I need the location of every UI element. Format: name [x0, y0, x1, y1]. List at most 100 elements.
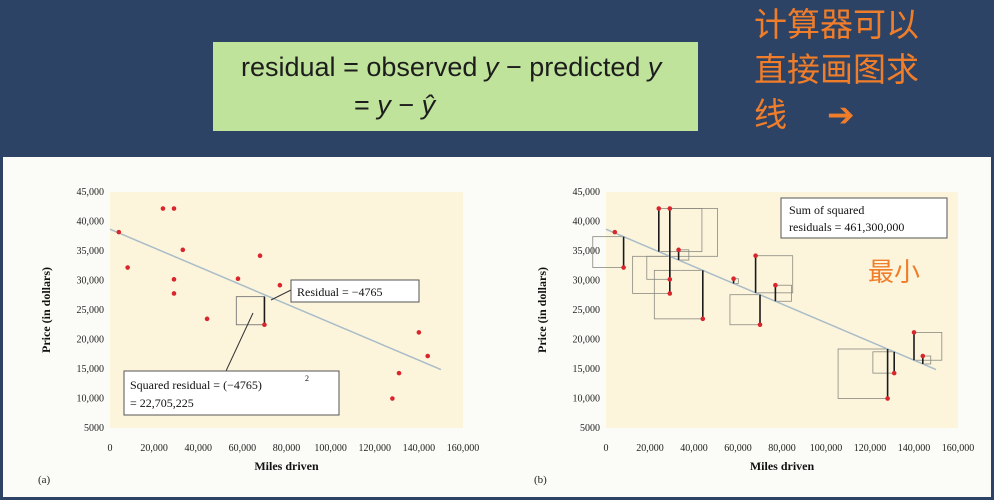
chart-b-x-tick-label: 20,000	[636, 443, 664, 454]
chart-b-sum-text-1: Sum of squared	[789, 203, 864, 217]
chart-a-data-point	[396, 370, 402, 376]
chart-a-x-tick-label: 40,000	[185, 443, 213, 454]
note-line-3: 线 ➔	[754, 92, 984, 137]
chart-a-residual-text: Residual = −4765	[297, 285, 383, 299]
formula-line-1: residual = observed y − predicted y	[241, 52, 661, 83]
chart-b-x-tick-label: 80,000	[768, 443, 796, 454]
chart-b-y-tick-label: 30,000	[573, 276, 601, 287]
chart-a-data-point	[204, 316, 210, 322]
chart-b-data-point	[667, 206, 673, 211]
chart-b-y-tick-label: 20,000	[573, 335, 601, 346]
chart-a-data-point	[262, 322, 267, 328]
chart-a-data-point	[235, 276, 241, 282]
chart-a-data-point	[180, 247, 186, 253]
chart-a-x-tick-label: 140,000	[403, 443, 436, 454]
chart-a-squared-text-2: = 22,705,225	[130, 396, 194, 410]
chart-b-y-tick-label: 5000	[580, 423, 600, 434]
chart-a-y-tick-label: 45,000	[77, 187, 105, 198]
chart-b-data-point	[676, 247, 681, 253]
chart-a-data-point	[171, 277, 177, 282]
chart-b-x-axis-label: Miles driven	[750, 459, 815, 473]
formula-word-observed: observed	[366, 52, 478, 82]
chart-b-data-point	[773, 282, 778, 288]
formula-minus: −	[398, 90, 415, 120]
chart-a-data-point	[160, 206, 166, 211]
chart-a-x-tick-label: 80,000	[273, 443, 301, 454]
formula-var-y-hat: ŷ	[421, 90, 436, 120]
chart-a-y-tick-label: 25,000	[77, 305, 105, 316]
chart-b-y-tick-label: 35,000	[573, 246, 601, 257]
chart-a-data-point	[390, 396, 395, 401]
chart-a-squared-callout	[123, 370, 340, 416]
chart-a-data-point	[416, 330, 422, 335]
chart-b-y-tick-label: 25,000	[573, 305, 601, 316]
chart-b-data-point	[667, 277, 673, 282]
chart-a-x-axis-label: Miles driven	[254, 459, 319, 473]
formula-equals: =	[354, 90, 370, 120]
chart-b-sum-text-2: residuals = 461,300,000	[789, 220, 904, 234]
chart-b-data-point	[891, 370, 897, 376]
chart-a-panel-label: (a)	[38, 474, 51, 486]
chart-a-data-point	[125, 265, 130, 270]
arrow-right-icon: ➔	[827, 95, 855, 134]
chart-b-x-tick-label: 100,000	[810, 443, 843, 454]
chart-a-y-tick-label: 35,000	[77, 246, 105, 257]
chart-b-x-tick-label: 40,000	[680, 443, 708, 454]
chart-b-x-tick-label: 0	[604, 443, 609, 454]
chart-b-y-tick-label: 15,000	[573, 364, 601, 375]
note-line-2: 直接画图求	[754, 50, 919, 89]
chart-b-data-point	[757, 322, 763, 328]
chart-a-data-point	[116, 229, 122, 235]
chart-b-y-tick-label: 10,000	[573, 394, 601, 405]
formula-var-y: y	[377, 90, 391, 120]
chart-a-data-point	[257, 253, 263, 259]
chart-b-data-point	[920, 353, 926, 359]
note-line-1: 计算器可以	[754, 5, 919, 44]
chart-a-data-point	[171, 291, 177, 296]
chart-a-regression-line	[109, 228, 442, 371]
chart-a-data-point	[171, 206, 177, 211]
chart-b-x-tick-label: 160,000	[942, 443, 975, 454]
chart-a-residual-callout	[290, 279, 420, 303]
chart-a-squared-exponent: 2	[305, 374, 309, 383]
chart-b-data-point	[612, 229, 618, 235]
chart-a-y-tick-label: 15,000	[77, 364, 105, 375]
chart-a-data-point	[425, 353, 431, 359]
chart-a-y-tick-label: 40,000	[77, 217, 105, 228]
chart-a-data-point	[277, 282, 283, 288]
chart-a-y-tick-label: 30,000	[77, 276, 105, 287]
chart-a-x-tick-label: 120,000	[359, 443, 392, 454]
chart-b-x-tick-label: 60,000	[724, 443, 752, 454]
chart-a-x-tick-label: 100,000	[314, 443, 347, 454]
formula-equals: =	[343, 52, 359, 82]
chart-b-data-point	[700, 316, 706, 322]
chart-b-y-axis-label: Price (in dollars)	[535, 267, 549, 353]
chart-a-squared-text-1: Squared residual = (−4765)	[130, 378, 262, 392]
chart-b-y-tick-label: 40,000	[573, 217, 601, 228]
chart-a-y-tick-label: 20,000	[77, 335, 105, 346]
chart-b-data-point	[667, 291, 673, 296]
formula-line-2: = y − ŷ	[354, 90, 435, 121]
chart-a-y-axis-label: Price (in dollars)	[39, 267, 53, 353]
formula-var-y: y	[484, 52, 499, 82]
chart-a-y-tick-label: 10,000	[77, 394, 105, 405]
formula-var-y: y	[647, 52, 662, 82]
chart-a-x-tick-label: 0	[108, 443, 113, 454]
chart-b-data-point	[731, 276, 736, 282]
chart-a-x-tick-label: 60,000	[229, 443, 257, 454]
chart-b-regression-line	[605, 228, 937, 371]
formula-word-predicted: predicted	[529, 52, 641, 82]
chart-b-data-point	[911, 330, 917, 335]
formula-minus: −	[505, 52, 522, 82]
chart-a-residual-pointer	[270, 289, 292, 301]
chart-b-data-point	[621, 265, 626, 270]
chart-a-squared-pointer	[225, 312, 254, 372]
chart-b-data-point	[656, 206, 662, 211]
chart-a-x-tick-label: 160,000	[447, 443, 480, 454]
chart-b-sum-callout	[780, 197, 948, 239]
chart-b-data-point	[885, 396, 890, 401]
formula-word-residual: residual	[241, 52, 336, 82]
calculator-note: 计算器可以 直接画图求 线 ➔	[754, 2, 984, 137]
chart-b-y-tick-label: 45,000	[573, 187, 601, 198]
